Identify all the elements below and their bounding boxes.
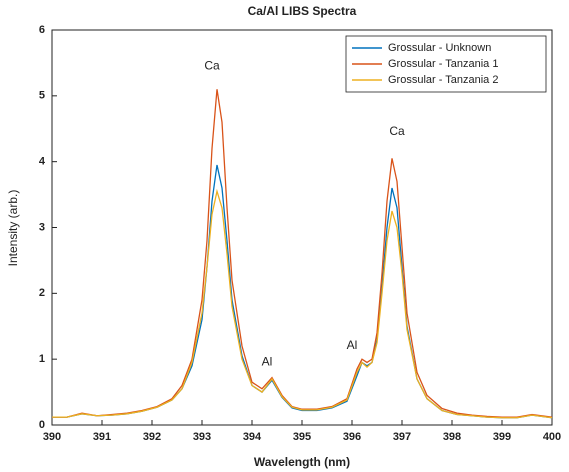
annotation: Al [262,355,273,369]
y-tick-label: 6 [39,24,45,36]
x-axis-label: Wavelength (nm) [254,455,350,469]
x-tick-label: 396 [343,431,361,443]
y-tick-label: 1 [39,353,45,365]
x-tick-label: 392 [143,431,161,443]
x-tick-label: 397 [393,431,411,443]
x-tick-label: 394 [243,431,262,443]
x-tick-label: 390 [43,431,61,443]
series-line [52,188,553,419]
y-tick-label: 2 [39,287,45,299]
y-axis-label: Intensity (arb.) [6,190,20,267]
x-tick-label: 391 [93,431,111,443]
annotation: Ca [389,124,405,138]
annotation: Ca [204,58,220,72]
x-tick-label: 393 [193,431,211,443]
plot-area [51,29,553,426]
x-tick-label: 399 [493,431,511,443]
chart-title: Ca/Al LIBS Spectra [248,4,357,18]
legend-label: Grossular - Unknown [388,42,491,54]
legend-label: Grossular - Tanzania 2 [388,74,498,86]
x-tick-label: 400 [543,431,561,443]
y-tick-label: 5 [39,90,45,102]
x-tick-label: 398 [443,431,461,443]
x-tick-label: 395 [293,431,311,443]
y-tick-label: 0 [39,419,45,431]
annotation: Al [347,338,358,352]
y-tick-label: 4 [39,156,46,168]
y-tick-label: 3 [39,221,45,233]
legend-label: Grossular - Tanzania 1 [388,58,498,70]
